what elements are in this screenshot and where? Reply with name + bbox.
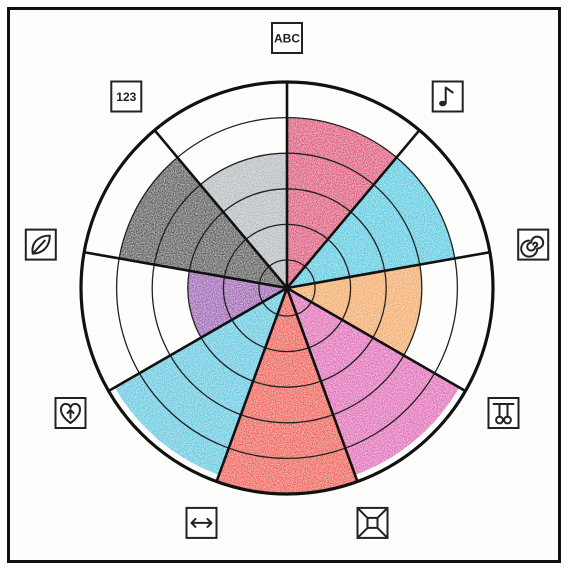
sector-divider-5 bbox=[285, 287, 359, 483]
music-note-icon bbox=[431, 80, 464, 113]
sector-divider-9 bbox=[153, 129, 288, 289]
abc-text-icon: ABC bbox=[271, 22, 303, 54]
sector-dividers bbox=[83, 82, 491, 483]
sector-divider-3 bbox=[286, 250, 491, 290]
double-arrow-icon bbox=[185, 506, 218, 539]
sector-divider-7 bbox=[107, 286, 288, 393]
abc-text-icon-label: ABC bbox=[274, 32, 300, 46]
numbers-123-icon-label: 123 bbox=[116, 90, 136, 104]
leaf-icon bbox=[24, 228, 57, 261]
sector-divider-2 bbox=[286, 129, 421, 289]
pendulum-balls-icon bbox=[487, 397, 520, 429]
sector-fill-1 bbox=[287, 117, 397, 288]
sector-divider-6 bbox=[215, 287, 289, 483]
cube-perspective-icon bbox=[356, 506, 389, 539]
heart-arrow-icon bbox=[54, 397, 87, 429]
sector-divider-8 bbox=[83, 250, 288, 290]
sector-divider-4 bbox=[286, 286, 467, 393]
sector-fills bbox=[114, 117, 460, 494]
numbers-123-icon: 123 bbox=[110, 80, 143, 113]
sector-fill-2 bbox=[287, 157, 455, 288]
sector-fill-5 bbox=[216, 288, 358, 494]
category-icons: ABC 123 bbox=[24, 22, 550, 539]
sector-fill-3 bbox=[287, 264, 422, 356]
sector-fill-9 bbox=[200, 153, 287, 288]
sector-fill-8 bbox=[119, 157, 288, 288]
sector-fill-7 bbox=[187, 270, 287, 338]
spiral-icon bbox=[517, 228, 550, 261]
